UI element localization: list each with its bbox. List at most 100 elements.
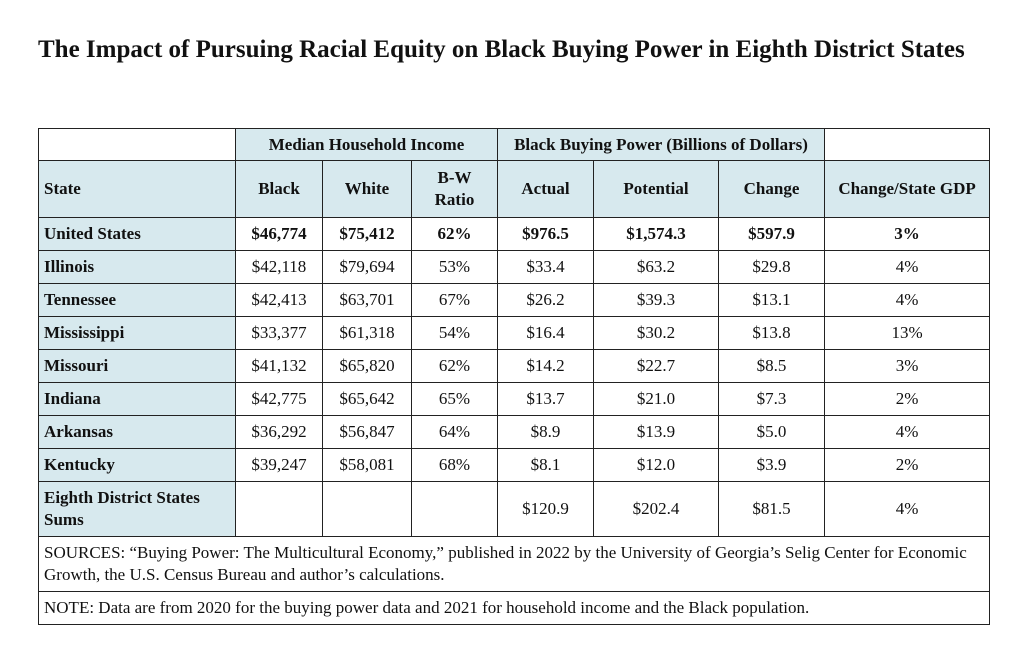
column-header: Actual xyxy=(497,160,594,218)
table-cell: $42,413 xyxy=(235,283,323,317)
state-name: Missouri xyxy=(38,349,236,383)
table-cell: $12.0 xyxy=(593,448,719,482)
table-cell: $46,774 xyxy=(235,217,323,251)
table-row: Illinois $42,118 $79,694 53% $33.4 $63.2 $29.8… xyxy=(38,250,991,284)
table-cell: $42,118 xyxy=(235,250,323,284)
table-cell: $597.9 xyxy=(717,217,826,251)
table-cell: 67% xyxy=(411,283,498,317)
column-header: Change xyxy=(717,160,826,218)
table-row: Missouri $41,132 $65,820 62% $14.2 $22.7 $8.5 3… xyxy=(38,349,991,383)
state-name: Kentucky xyxy=(38,448,236,482)
table-cell: $120.9 xyxy=(497,481,594,537)
table-cell: $79,694 xyxy=(322,250,412,284)
table-cell: $8.5 xyxy=(717,349,826,383)
table-cell: $39.3 xyxy=(593,283,719,317)
column-header: Change/State GDP xyxy=(824,160,991,218)
table-cell: 64% xyxy=(411,415,498,449)
empty-cell xyxy=(824,128,991,161)
table-cell: $75,412 xyxy=(322,217,412,251)
table-cell: $13.9 xyxy=(593,415,719,449)
table-cell: $65,642 xyxy=(322,382,412,416)
table-cell: 2% xyxy=(824,382,991,416)
table-cell: 65% xyxy=(411,382,498,416)
table-cell: $39,247 xyxy=(235,448,323,482)
empty-cell xyxy=(322,481,412,537)
table-cell: 4% xyxy=(824,283,991,317)
table-cell: $33,377 xyxy=(235,316,323,350)
state-name: Eighth District States Sums xyxy=(38,481,236,537)
table-cell: 3% xyxy=(824,349,991,383)
table-row: Median Household Income Black Buying Powe… xyxy=(38,128,991,161)
state-name: Mississippi xyxy=(38,316,236,350)
column-header: White xyxy=(322,160,412,218)
table-cell: 53% xyxy=(411,250,498,284)
group-header: Black Buying Power (Billions of Dollars) xyxy=(496,128,826,161)
table-cell: $65,820 xyxy=(322,349,412,383)
group-header: Median Household Income xyxy=(235,128,498,161)
table-row: United States $46,774 $75,412 62% $976.5 $1,5… xyxy=(38,217,991,251)
table-cell: $30.2 xyxy=(593,316,719,350)
state-name: Tennessee xyxy=(38,283,236,317)
state-name: Indiana xyxy=(38,382,236,416)
empty-cell xyxy=(38,128,236,161)
table-cell: $61,318 xyxy=(322,316,412,350)
table-cell: 4% xyxy=(824,481,991,537)
table-cell: $14.2 xyxy=(497,349,594,383)
table-cell: $16.4 xyxy=(497,316,594,350)
table: Median Household Income Black Buying Powe… xyxy=(37,128,991,625)
empty-cell xyxy=(411,481,498,537)
table-cell: 62% xyxy=(411,349,498,383)
column-header: Potential xyxy=(593,160,719,218)
table-row: Indiana $42,775 $65,642 65% $13.7 $21.0 $7.3 2% xyxy=(38,382,991,416)
table-cell: $63,701 xyxy=(322,283,412,317)
table-row: Mississippi $33,377 $61,318 54% $16.4 $30.2 $1… xyxy=(38,316,991,350)
table-cell: $8.1 xyxy=(497,448,594,482)
table-row: Eighth District States Sums $120.9 $202.4 $… xyxy=(38,481,991,537)
sources: SOURCES: “Buying Power: The Multicultura… xyxy=(37,536,991,592)
title: The Impact of Pursuing Racial Equity on … xyxy=(38,36,965,63)
state-name: Arkansas xyxy=(38,415,236,449)
table-cell: $8.9 xyxy=(497,415,594,449)
table-row: State Black White B-W Ratio Actual Potential C… xyxy=(38,160,991,218)
table-cell: $13.1 xyxy=(717,283,826,317)
table-cell: $58,081 xyxy=(322,448,412,482)
table-cell: $33.4 xyxy=(497,250,594,284)
column-header: Black xyxy=(235,160,323,218)
table-cell: $41,132 xyxy=(235,349,323,383)
state-name: United States xyxy=(38,217,236,251)
state-name: Illinois xyxy=(38,250,236,284)
table-cell: $42,775 xyxy=(235,382,323,416)
table-cell: 13% xyxy=(824,316,991,350)
table-cell: 68% xyxy=(411,448,498,482)
table-cell: 3% xyxy=(824,217,991,251)
table-cell: $976.5 xyxy=(497,217,594,251)
table-cell: $81.5 xyxy=(717,481,826,537)
table-cell: $36,292 xyxy=(235,415,323,449)
table-cell: 62% xyxy=(411,217,498,251)
table-row: Tennessee $42,413 $63,701 67% $26.2 $39.3 $13.… xyxy=(38,283,991,317)
table-cell: $7.3 xyxy=(717,382,826,416)
table-cell: 4% xyxy=(824,415,991,449)
column-header: B-W Ratio xyxy=(411,160,498,218)
empty-cell xyxy=(235,481,323,537)
table-row: Arkansas $36,292 $56,847 64% $8.9 $13.9 $5.0 4% xyxy=(38,415,991,449)
table-cell: $13.8 xyxy=(717,316,826,350)
table-cell: $26.2 xyxy=(497,283,594,317)
table-cell: $3.9 xyxy=(717,448,826,482)
table-cell: $202.4 xyxy=(593,481,719,537)
table-cell: $63.2 xyxy=(593,250,719,284)
table-cell: $1,574.3 xyxy=(593,217,719,251)
table-cell: $56,847 xyxy=(322,415,412,449)
table-cell: $13.7 xyxy=(497,382,594,416)
column-header: State xyxy=(38,160,236,218)
table-cell: $29.8 xyxy=(717,250,826,284)
note: NOTE: Data are from 2020 for the buying … xyxy=(37,591,991,625)
table-cell: 2% xyxy=(824,448,991,482)
table-row: SOURCES: “Buying Power: The Multicultura… xyxy=(37,536,991,592)
table-row: NOTE: Data are from 2020 for the buying … xyxy=(37,591,991,625)
table-cell: $22.7 xyxy=(593,349,719,383)
table-cell: $5.0 xyxy=(717,415,826,449)
table-row: Kentucky $39,247 $58,081 68% $8.1 $12.0 $3.9 2% xyxy=(38,448,991,482)
table-cell: $21.0 xyxy=(593,382,719,416)
